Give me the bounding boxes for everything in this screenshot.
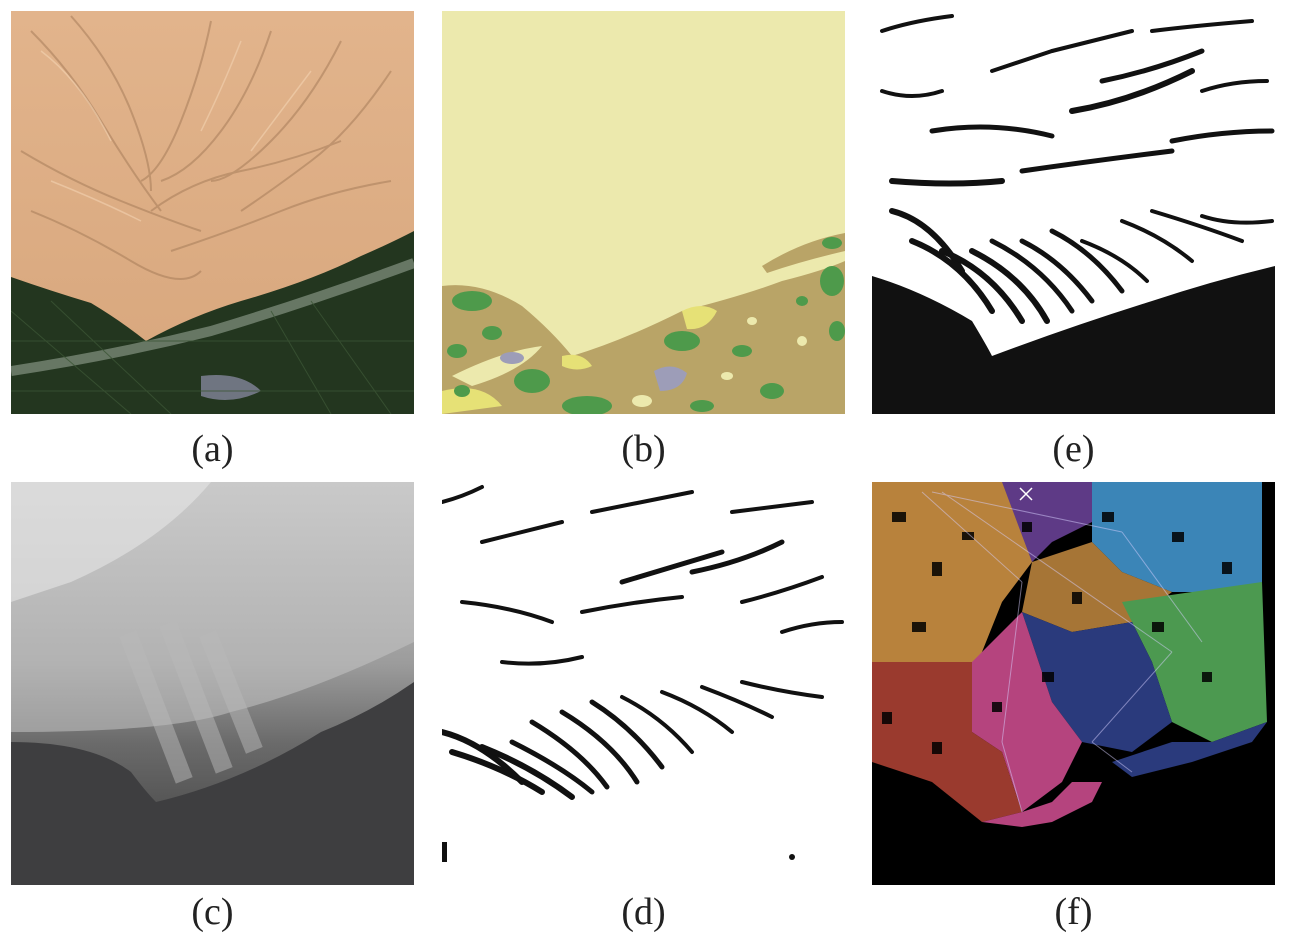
- binary-mask-e-panel: [872, 11, 1275, 414]
- region-segmentation-graph: [872, 482, 1275, 885]
- caption-e: (e): [1052, 428, 1095, 470]
- binary-mask-e: [872, 11, 1275, 414]
- binary-mask-d: [442, 482, 845, 885]
- caption-b: (b): [621, 428, 666, 470]
- caption-d: (d): [621, 891, 666, 933]
- satellite-image: [11, 11, 414, 414]
- land-cover-map-panel: [442, 11, 845, 414]
- binary-mask-d-panel: [442, 482, 845, 885]
- caption-f: (f): [1054, 891, 1093, 933]
- caption-c: (c): [191, 891, 234, 933]
- caption-a: (a): [191, 428, 234, 470]
- elevation-panel: [11, 482, 414, 885]
- region-segmentation-panel: [872, 482, 1275, 885]
- satellite-image-panel: [11, 11, 414, 414]
- elevation-grayscale: [11, 482, 414, 885]
- land-cover-map: [442, 11, 845, 414]
